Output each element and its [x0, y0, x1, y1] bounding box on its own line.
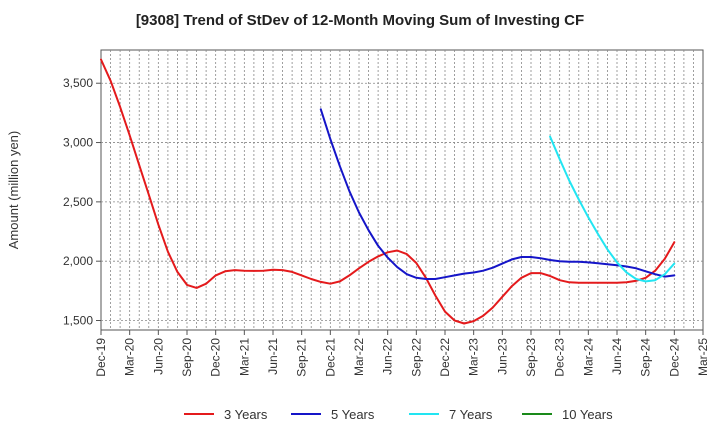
chart-title: [9308] Trend of StDev of 12-Month Moving…: [136, 12, 584, 29]
y-axis-ticks: 1,500 2,000 2,500 3,000 3,500: [63, 76, 101, 328]
plot-frame: [100, 49, 704, 331]
y-tick-label: 2,000: [63, 254, 93, 268]
x-tick-label: Jun-23: [495, 338, 509, 375]
x-tick-label: Mar-25: [696, 338, 710, 376]
y-tick-label: 2,500: [63, 195, 93, 209]
y-tick-label: 1,500: [63, 314, 93, 328]
x-tick-label: Jun-22: [381, 338, 395, 375]
x-tick-label: Dec-22: [438, 338, 452, 377]
legend-item-5-years: 5 Years: [291, 407, 375, 422]
legend-item-7-years: 7 Years: [409, 407, 493, 422]
x-tick-label: Jun-24: [610, 338, 624, 375]
series-line-5-years: [319, 108, 676, 280]
x-tick-label: Sep-21: [295, 338, 309, 377]
x-tick-label: Mar-22: [352, 338, 366, 376]
x-tick-label: Dec-21: [323, 338, 337, 377]
legend-item-3-years: 3 Years: [184, 407, 268, 422]
series-lines: [100, 58, 676, 325]
series-line-3-years: [100, 58, 676, 325]
y-tick-label: 3,000: [63, 136, 93, 150]
legend-item-10-years: 10 Years: [522, 407, 613, 422]
x-tick-label: Dec-24: [667, 338, 681, 377]
y-axis-label: Amount (million yen): [6, 131, 21, 250]
x-tick-label: Dec-20: [209, 338, 223, 377]
legend-label: 3 Years: [224, 407, 268, 422]
x-tick-label: Jun-21: [266, 338, 280, 375]
x-tick-label: Sep-24: [639, 338, 653, 377]
grid-lines: [101, 50, 703, 330]
x-tick-label: Mar-23: [467, 338, 481, 376]
legend-label: 5 Years: [331, 407, 375, 422]
x-tick-label: Sep-20: [180, 338, 194, 377]
x-tick-label: Sep-23: [524, 338, 538, 377]
x-tick-label: Dec-19: [94, 338, 108, 377]
x-tick-label: Jun-20: [151, 338, 165, 375]
x-tick-label: Mar-21: [237, 338, 251, 376]
legend-label: 7 Years: [449, 407, 493, 422]
x-tick-label: Mar-24: [581, 338, 595, 376]
series-line-7-years: [549, 135, 676, 283]
legend-label: 10 Years: [562, 407, 613, 422]
y-tick-label: 3,500: [63, 76, 93, 90]
legend: 3 Years 5 Years 7 Years 10 Years: [184, 407, 613, 422]
x-tick-label: Dec-23: [553, 338, 567, 377]
x-tick-label: Sep-22: [409, 338, 423, 377]
x-tick-label: Mar-20: [123, 338, 137, 376]
plot-area: [100, 49, 704, 331]
x-axis-ticks: Dec-19 Mar-20 Jun-20 Sep-20 Dec-20 Mar-21 Jun-…: [94, 330, 710, 377]
